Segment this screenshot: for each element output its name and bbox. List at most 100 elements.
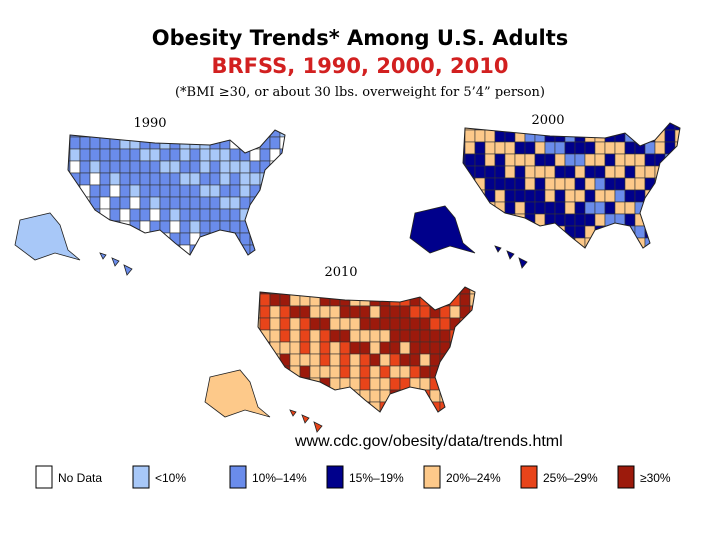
state [139,232,151,246]
state [289,317,301,331]
state [644,177,656,191]
state [474,189,486,203]
state [464,189,476,203]
state [674,213,680,227]
state [459,401,471,412]
state [119,232,131,246]
state [89,196,101,210]
state [614,201,626,215]
state [584,177,596,191]
state [604,141,616,155]
state [594,201,606,215]
state [504,141,516,155]
state [514,189,526,203]
state [349,353,361,367]
state [159,208,171,222]
state [89,130,101,138]
state [329,317,341,331]
state [219,244,231,255]
state [389,287,401,295]
state [494,177,506,191]
state [339,329,351,343]
state [463,165,466,179]
state [79,130,91,138]
state [574,177,586,191]
state [339,401,351,412]
state [309,287,321,295]
state [89,148,101,162]
state [369,341,381,355]
state [279,317,291,331]
state [409,353,421,367]
state [429,341,441,355]
state [369,293,381,307]
state [604,189,616,203]
state [199,184,211,198]
state [259,365,271,379]
state [199,196,211,210]
state [179,136,191,150]
state [544,141,556,155]
state [674,189,680,203]
state [89,172,101,186]
state [664,189,676,203]
state [494,165,506,179]
state [249,208,261,222]
state [69,148,81,162]
state [534,165,546,179]
state [469,329,475,343]
state [614,141,626,155]
state [129,244,141,255]
state [379,329,391,343]
state [674,237,680,248]
state [269,389,281,403]
state [574,123,586,131]
state [449,287,461,295]
state [79,220,91,234]
state [564,141,576,155]
state [594,153,606,167]
state [69,232,81,246]
state [359,341,371,355]
state [269,208,281,222]
us-outline [257,286,476,413]
state [329,353,341,367]
state [329,287,341,295]
state [169,136,181,150]
alaska [14,212,81,261]
state [109,232,121,246]
state [564,123,576,131]
state [464,153,476,167]
state [524,189,536,203]
state [139,136,151,150]
state [564,153,576,167]
state [259,244,271,255]
state [574,189,586,203]
state [209,220,221,234]
state [99,232,111,246]
state [484,129,496,143]
state [369,389,381,403]
state [614,165,626,179]
state [229,148,241,162]
state [379,365,391,379]
state [119,184,131,198]
state [259,293,271,307]
legend-swatch [326,465,344,489]
state [419,353,431,367]
state [119,208,131,222]
state [514,225,526,239]
state [594,237,606,248]
state [319,317,331,331]
state [129,208,141,222]
state [644,213,656,227]
map-year-label: 1990 [133,116,166,131]
state [464,177,476,191]
state [279,353,291,367]
state [309,353,321,367]
state [484,237,496,248]
state [329,401,341,412]
state [399,389,411,403]
state [68,172,71,186]
state [219,184,231,198]
